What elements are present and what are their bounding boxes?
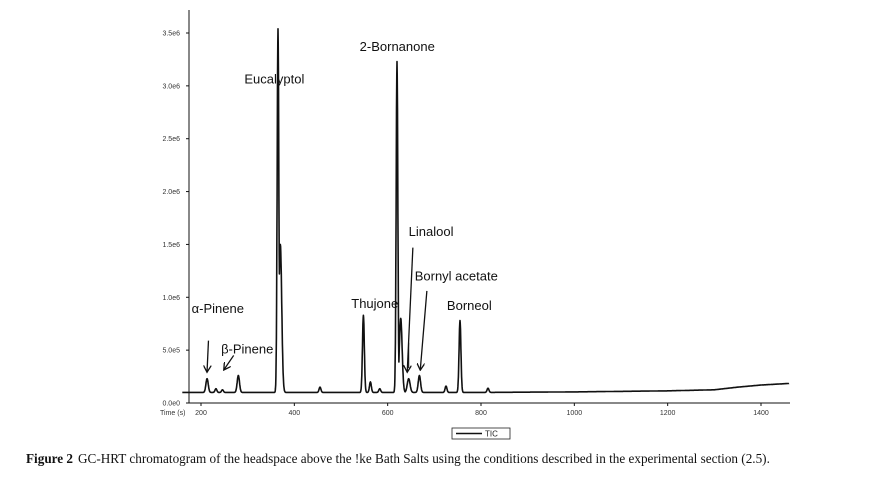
- peak-arrow: [207, 340, 208, 372]
- x-tick-label: 1000: [567, 410, 583, 417]
- y-tick-label: 3.5e6: [162, 31, 180, 38]
- x-tick-label: 200: [195, 410, 207, 417]
- x-tick-label: 1400: [753, 410, 769, 417]
- legend-label: TIC: [485, 430, 498, 439]
- y-axis-ticks: 0.0e0 5.0e5 1.0e6 1.5e6 2.0e6 2.5e6 3.0e6 3.5e6: [162, 31, 189, 408]
- peak-label: 2-Bornanone: [360, 39, 435, 54]
- y-tick-label: 5.0e5: [162, 348, 180, 355]
- x-axis-ticks: 200 400 600 800 1000 1200 1400: [195, 403, 769, 417]
- y-tick-label: 1.5e6: [162, 242, 180, 249]
- peak-label: Bornyl acetate: [415, 268, 498, 283]
- peak-label: Thujone: [351, 296, 398, 311]
- peak-arrows: [207, 247, 428, 372]
- peak-arrow: [420, 290, 428, 369]
- y-tick-label: 1.0e6: [162, 295, 180, 302]
- peak-arrow: [407, 247, 414, 372]
- legend: TIC: [451, 427, 511, 440]
- y-tick-label: 2.5e6: [162, 136, 180, 143]
- y-tick-label: 0.0e0: [162, 401, 180, 408]
- y-tick-label: 3.0e6: [162, 83, 180, 90]
- peak-annotations: Eucalyptol 2-Bornanone Linalool Bornyl acet…: [192, 39, 498, 356]
- figure-caption: Figure 2 GC-HRT chromatogram of the heads…: [26, 451, 886, 467]
- peak-arrow: [224, 355, 235, 369]
- caption-text: GC-HRT chromatogram of the headspace abo…: [78, 451, 770, 466]
- chromatogram-chart: 0.0e0 5.0e5 1.0e6 1.5e6 2.0e6 2.5e6 3.0e6 3.5e6…: [160, 10, 790, 440]
- tic-series-line: [181, 28, 790, 394]
- x-tick-label: 600: [382, 410, 394, 417]
- figure-label: Figure 2: [26, 451, 74, 466]
- y-tick-label: 2.0e6: [162, 189, 180, 196]
- peak-label: α-Pinene: [192, 301, 244, 316]
- peak-label: Borneol: [447, 298, 492, 313]
- x-tick-label: 800: [475, 410, 487, 417]
- peak-label: β-Pinene: [221, 341, 273, 356]
- x-tick-label: 1200: [660, 410, 676, 417]
- peak-label: Linalool: [409, 224, 454, 239]
- x-axis-title: Time (s): [160, 410, 185, 417]
- x-tick-label: 400: [288, 410, 300, 417]
- peak-label: Eucalyptol: [244, 72, 304, 87]
